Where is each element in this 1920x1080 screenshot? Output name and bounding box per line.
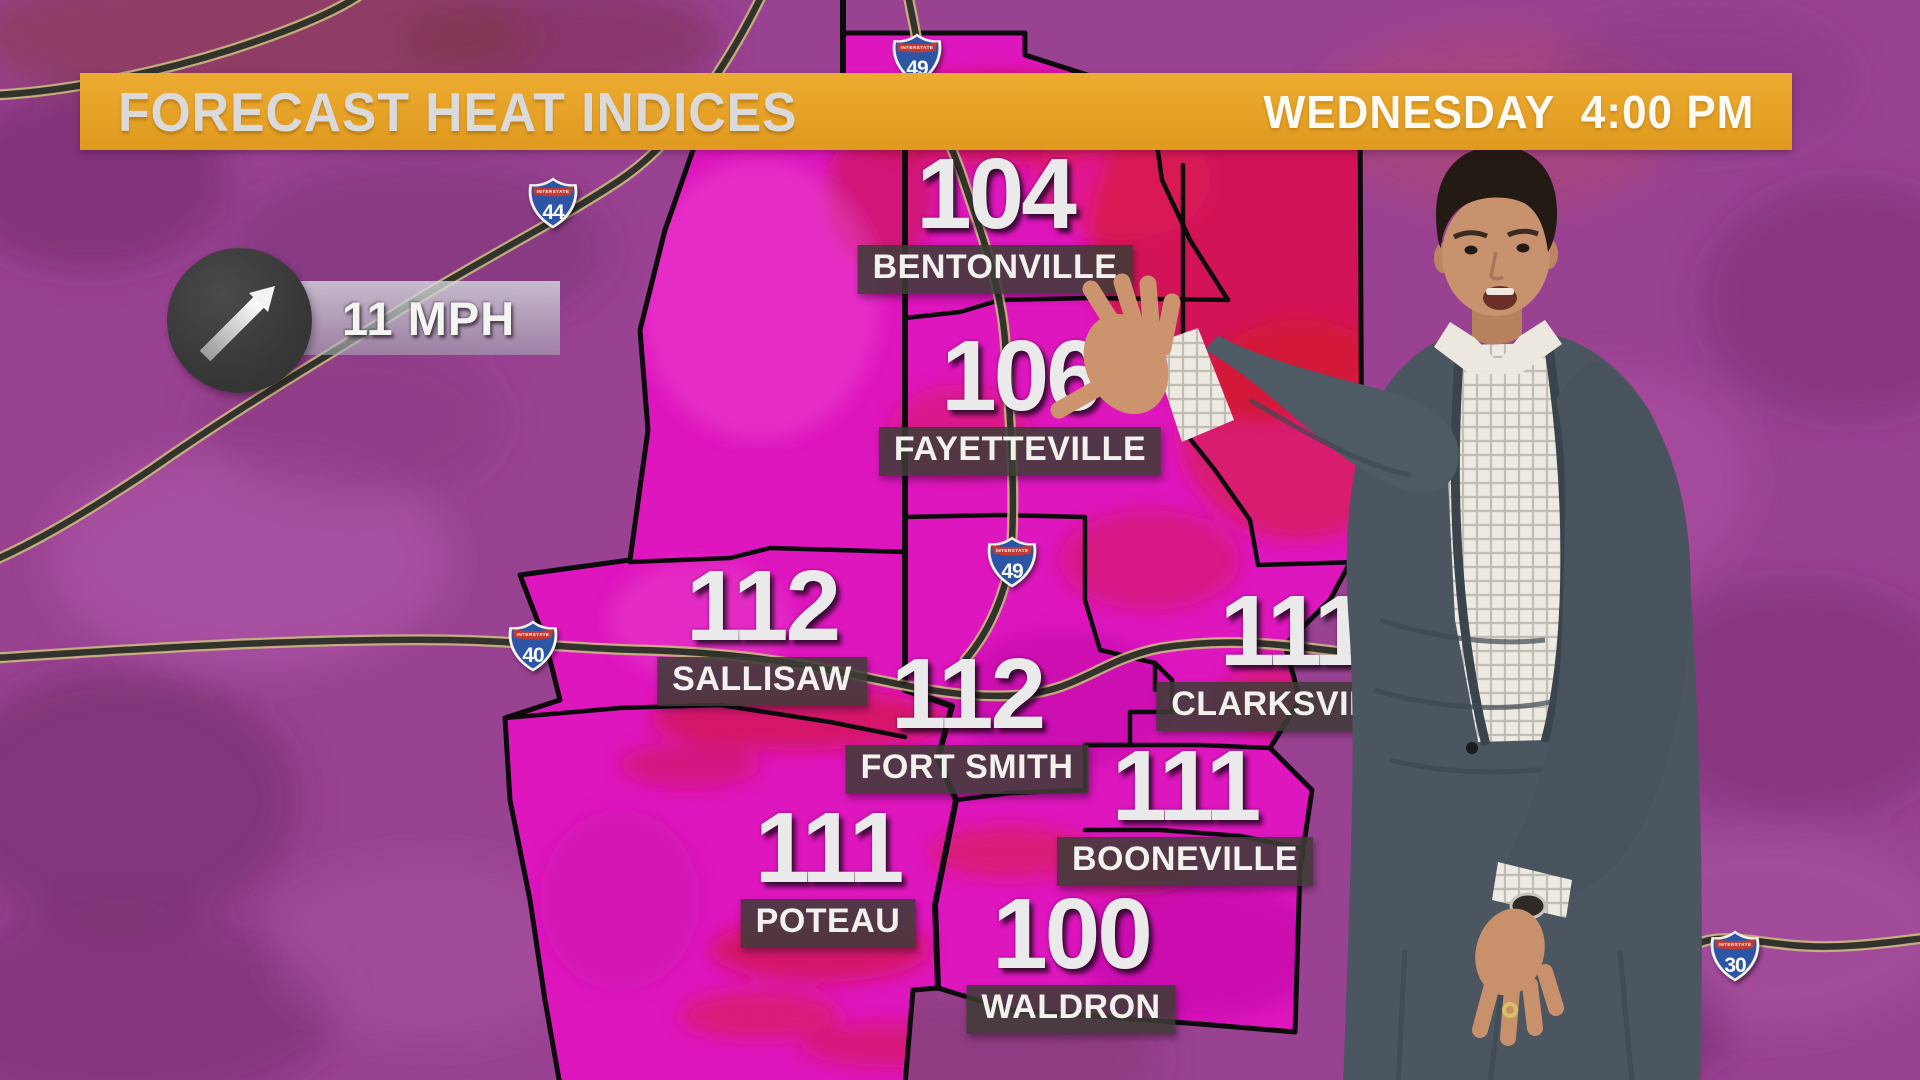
heat-blob <box>930 826 1090 878</box>
wind-arrow-shaft <box>199 296 265 362</box>
city-label-poteau: 111 POTEAU <box>740 792 916 949</box>
interstate-49-shield-center: 49 <box>987 536 1037 588</box>
texture-blob <box>1700 180 1920 420</box>
city-name-badge: FAYETTEVILLE <box>878 427 1162 477</box>
texture-blob <box>1630 580 1920 820</box>
wind-arrow-head <box>249 286 275 312</box>
shield-number: 44 <box>542 201 565 224</box>
heat-index-value: 104 <box>916 138 1077 250</box>
heat-blob <box>620 743 760 787</box>
city-name-badge: POTEAU <box>740 899 916 949</box>
banner-datetime: WEDNESDAY 4:00 PM <box>1263 85 1754 138</box>
heat-blob <box>1030 120 1210 240</box>
texture-blob <box>400 0 720 95</box>
city-name-badge: WALDRON <box>966 985 1176 1035</box>
headline-banner: FORECAST HEAT INDICES WEDNESDAY 4:00 PM <box>80 73 1792 150</box>
heat-blob <box>1060 510 1240 610</box>
interstate-40-shield: 40 <box>508 620 558 672</box>
banner-title: FORECAST HEAT INDICES <box>118 80 798 143</box>
heat-blob <box>680 991 840 1039</box>
interstate-30-shield: 30 <box>1710 930 1760 982</box>
heat-blob <box>640 160 880 440</box>
city-label-fort-smith: 112 FORT SMITH <box>845 638 1089 795</box>
texture-blob <box>270 860 590 1040</box>
heat-index-value: 112 <box>685 550 841 662</box>
interstate-44-shield: 44 <box>528 177 578 229</box>
wind-arrow-icon <box>199 286 275 362</box>
city-label-waldron: 100 WALDRON <box>966 878 1176 1035</box>
city-name-badge: BOONEVILLE <box>1056 837 1314 887</box>
city-label-sallisaw: 112 SALLISAW <box>657 550 867 707</box>
city-label-fayetteville: 106 FAYETTEVILLE <box>878 320 1162 477</box>
wind-direction-indicator <box>167 248 312 393</box>
shield-number: 40 <box>522 644 544 667</box>
shield-number: 49 <box>1001 560 1023 583</box>
city-label-bentonville: 104 BENTONVILLE <box>857 138 1133 295</box>
heat-index-value: 112 <box>890 638 1046 750</box>
texture-blob <box>0 910 340 1080</box>
county-border <box>1082 742 1273 751</box>
texture-blob <box>0 670 300 930</box>
heat-index-value: 100 <box>992 878 1153 990</box>
heat-blob <box>540 810 700 990</box>
heat-index-value: 111 <box>1219 575 1370 687</box>
city-label-clarksville: 111 CLARKSVILLE <box>1156 575 1430 732</box>
wind-speed-value: 11 MPH <box>342 291 516 345</box>
county-border <box>627 545 908 565</box>
heat-index-value: 111 <box>1111 730 1262 842</box>
texture-blob <box>50 450 450 670</box>
heat-index-value: 111 <box>754 792 905 904</box>
city-name-badge: CLARKSVILLE <box>1156 682 1430 732</box>
shield-number: 30 <box>1724 954 1746 977</box>
texture-blob <box>1450 370 1750 590</box>
city-name-badge: FORT SMITH <box>845 745 1089 795</box>
city-name-badge: SALLISAW <box>657 657 867 707</box>
city-name-badge: BENTONVILLE <box>857 245 1133 295</box>
city-label-booneville: 111 BOONEVILLE <box>1056 730 1314 887</box>
heat-index-value: 106 <box>941 320 1102 432</box>
